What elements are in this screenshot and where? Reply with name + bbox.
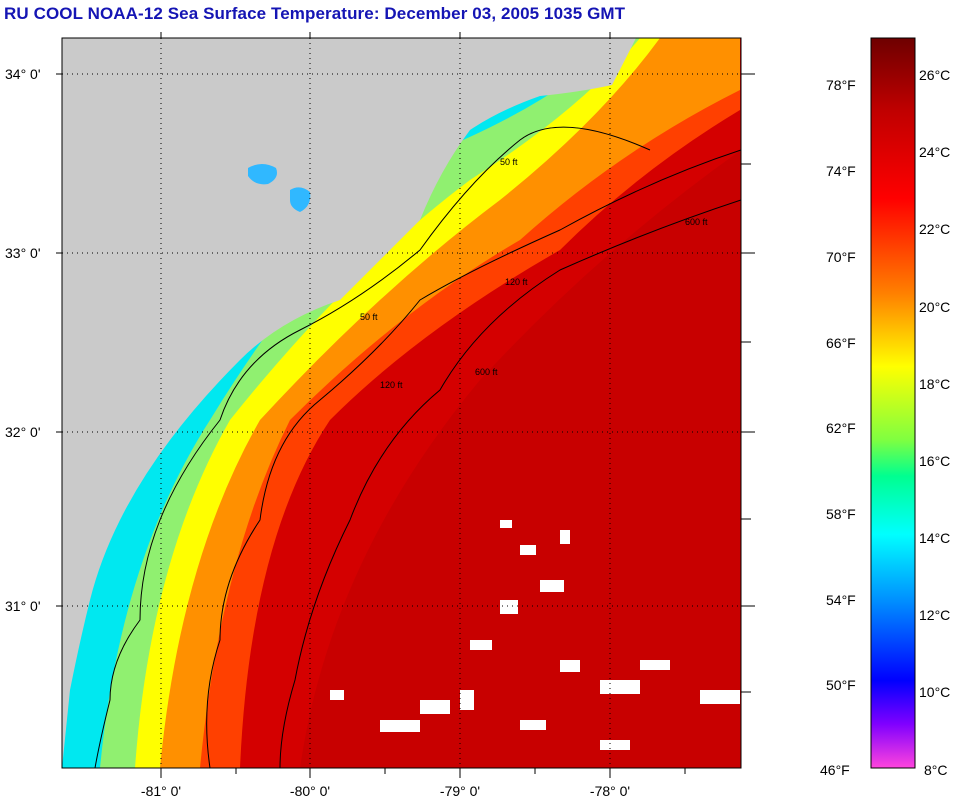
contour-label-120b: 120 ft [380, 380, 403, 390]
lon-label-81: -81° 0' [141, 783, 181, 799]
f-label-62: 62°F [826, 420, 856, 436]
f-label-58: 58°F [826, 506, 856, 522]
graticule [62, 38, 741, 768]
map-title: RU COOL NOAA-12 Sea Surface Temperature:… [4, 4, 626, 23]
c-label-14: 14°C [919, 530, 950, 546]
f-label-74: 74°F [826, 163, 856, 179]
c-label-10: 10°C [919, 684, 950, 700]
c-label-22: 22°C [919, 221, 950, 237]
f-label-78: 78°F [826, 77, 856, 93]
contour-label-50b: 50 ft [360, 312, 378, 322]
cloud-cover [330, 520, 740, 750]
depth-contours [94, 126, 741, 768]
lat-label-32: 32° 0' [5, 424, 41, 440]
c-label-26: 26°C [919, 67, 950, 83]
c-label-24: 24°C [919, 144, 950, 160]
lat-label-31: 31° 0' [5, 598, 41, 614]
c-label-20: 20°C [919, 299, 950, 315]
lon-label-78: -78° 0' [590, 783, 630, 799]
map-frame [61, 37, 742, 769]
f-label-70: 70°F [826, 249, 856, 265]
contour-label-600: 600 ft [685, 217, 708, 227]
colorbar-celsius-labels: 26°C 24°C 22°C 20°C 18°C 16°C 14°C 12°C … [919, 67, 950, 778]
c-label-12: 12°C [919, 607, 950, 623]
colorbar [870, 37, 916, 769]
c-label-18: 18°C [919, 376, 950, 392]
f-label-54: 54°F [826, 592, 856, 608]
axis-ticks [56, 32, 755, 778]
lat-label-34: 34° 0' [5, 66, 41, 82]
lat-label-33: 33° 0' [5, 245, 41, 261]
lon-label-80: -80° 0' [290, 783, 330, 799]
f-label-46: 46°F [820, 762, 850, 778]
gulf-stream [300, 150, 741, 768]
f-label-66: 66°F [826, 335, 856, 351]
contour-label-600b: 600 ft [475, 367, 498, 377]
contour-label-50: 50 ft [500, 157, 518, 167]
c-label-16: 16°C [919, 453, 950, 469]
lon-label-79: -79° 0' [440, 783, 480, 799]
f-label-50: 50°F [826, 677, 856, 693]
colorbar-fahrenheit-labels: 78°F 74°F 70°F 66°F 62°F 58°F 54°F 50°F … [820, 77, 856, 778]
land-mass [62, 38, 636, 768]
contour-label-120: 120 ft [505, 277, 528, 287]
c-label-8: 8°C [924, 762, 948, 778]
